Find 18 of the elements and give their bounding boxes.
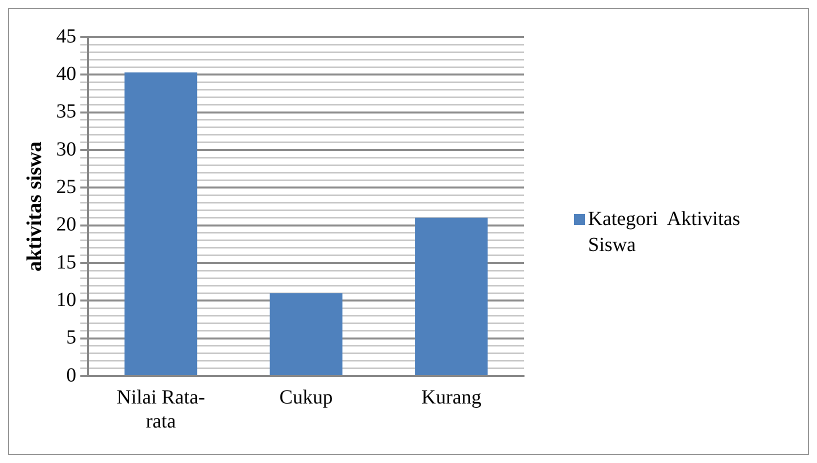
y-tick-label: 45 <box>56 25 76 48</box>
x-tick-label: Kurang <box>421 386 482 408</box>
y-axis-title: aktivitas siswa <box>22 140 46 272</box>
bar <box>270 293 342 375</box>
legend-label: Kategori Aktivitas Siswa <box>588 206 742 258</box>
y-tick-label: 20 <box>56 214 76 236</box>
y-tick-label: 0 <box>66 364 76 386</box>
x-tick-label: Nilai Rata-rata <box>116 386 205 432</box>
y-tick-label: 25 <box>56 176 76 198</box>
bar <box>415 218 488 375</box>
x-tick-label: Cukup <box>279 386 333 408</box>
y-tick-label: 30 <box>56 138 76 160</box>
bar <box>124 72 198 375</box>
y-tick-label: 15 <box>56 251 76 274</box>
y-tick-label: 10 <box>56 288 76 311</box>
y-tick-label: 35 <box>56 100 76 123</box>
y-tick-label: 40 <box>56 62 76 85</box>
y-tick-label: 5 <box>66 326 76 349</box>
